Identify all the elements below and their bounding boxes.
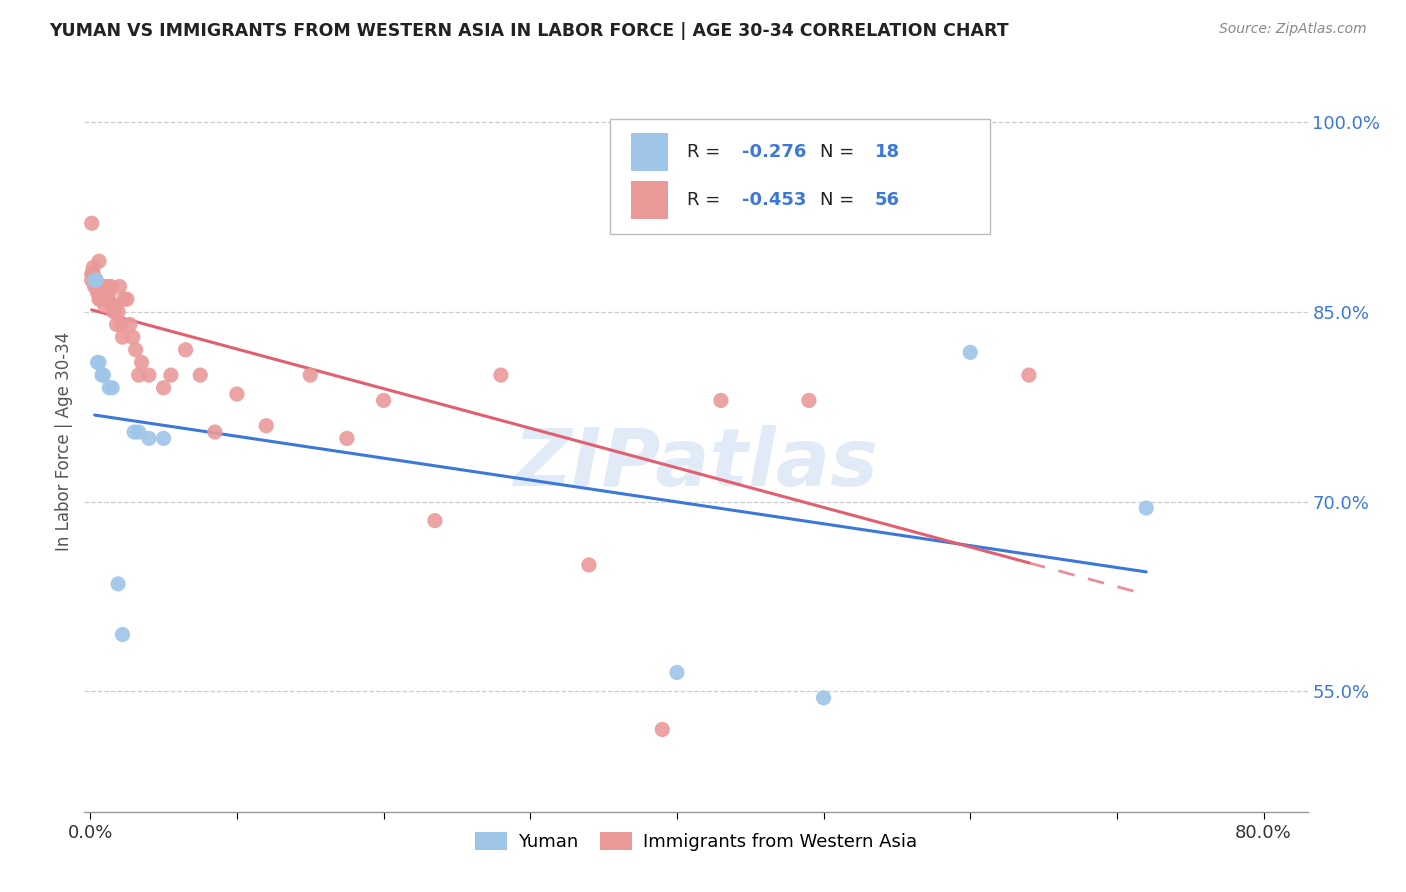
FancyBboxPatch shape (610, 120, 990, 235)
Point (91, 285, 114, 300)
Point (188, 368, 211, 383)
Text: R =: R = (688, 191, 727, 210)
Point (710, 393, 733, 408)
Point (87, 355, 110, 369)
Point (160, 368, 183, 383)
Point (128, 368, 150, 383)
Point (82, 260, 104, 275)
Point (254, 418, 277, 433)
Point (93, 368, 115, 383)
Point (813, 690, 835, 705)
Point (1018, 368, 1040, 383)
Point (101, 298, 124, 312)
Point (80, 273, 103, 287)
Point (131, 355, 153, 369)
Point (122, 425, 145, 439)
Point (83, 279, 105, 293)
Point (111, 330, 134, 344)
Point (80, 267, 103, 281)
Point (665, 665, 688, 680)
Point (125, 343, 148, 357)
Point (489, 368, 512, 383)
Point (89, 292, 111, 306)
Text: Source: ZipAtlas.com: Source: ZipAtlas.com (1219, 22, 1367, 37)
Point (110, 318, 132, 332)
Point (373, 393, 395, 408)
Point (152, 381, 174, 395)
Point (80, 216, 103, 230)
Point (86, 355, 108, 369)
Y-axis label: In Labor Force | Age 30-34: In Labor Force | Age 30-34 (55, 332, 73, 551)
Point (423, 514, 446, 528)
Text: -0.453: -0.453 (742, 191, 807, 210)
Point (86, 279, 108, 293)
Point (83, 273, 105, 287)
Point (225, 387, 247, 401)
Point (128, 425, 150, 439)
Point (121, 330, 143, 344)
Point (112, 292, 135, 306)
Point (101, 381, 124, 395)
Point (299, 368, 322, 383)
Text: ZIPatlas: ZIPatlas (513, 425, 879, 503)
Point (82, 267, 104, 281)
Point (111, 627, 134, 641)
Point (89, 279, 111, 293)
Point (174, 343, 197, 357)
Point (98, 285, 121, 300)
Point (96, 279, 118, 293)
Text: 18: 18 (875, 143, 900, 161)
Point (336, 431, 359, 445)
Point (83, 273, 105, 287)
Point (98, 381, 121, 395)
Point (93, 292, 115, 306)
Point (94, 298, 117, 312)
Point (107, 305, 129, 319)
Point (91, 368, 114, 383)
Point (108, 279, 131, 293)
Point (651, 723, 673, 737)
Point (138, 431, 160, 445)
Point (105, 318, 128, 332)
Point (115, 292, 138, 306)
Point (84, 273, 107, 287)
Point (87, 292, 110, 306)
Point (84, 279, 107, 293)
Point (103, 305, 125, 319)
Text: R =: R = (688, 143, 727, 161)
Point (93, 279, 115, 293)
Point (104, 298, 127, 312)
Point (86, 285, 108, 300)
Text: N =: N = (820, 191, 859, 210)
Point (84, 273, 107, 287)
Point (578, 558, 600, 572)
Point (107, 577, 129, 591)
Point (138, 368, 160, 383)
Text: -0.276: -0.276 (742, 143, 807, 161)
FancyBboxPatch shape (631, 133, 668, 171)
Point (100, 279, 122, 293)
Legend: Yuman, Immigrants from Western Asia: Yuman, Immigrants from Western Asia (467, 825, 925, 858)
Text: N =: N = (820, 143, 859, 161)
Point (1135, 500, 1157, 515)
Point (204, 425, 226, 439)
Point (97, 292, 120, 306)
Point (118, 318, 141, 332)
Point (87, 254, 110, 268)
FancyBboxPatch shape (631, 181, 668, 219)
Point (959, 345, 981, 359)
Text: 56: 56 (875, 191, 900, 210)
Point (797, 393, 820, 408)
Text: YUMAN VS IMMIGRANTS FROM WESTERN ASIA IN LABOR FORCE | AGE 30-34 CORRELATION CHA: YUMAN VS IMMIGRANTS FROM WESTERN ASIA IN… (49, 22, 1010, 40)
Point (152, 431, 174, 445)
